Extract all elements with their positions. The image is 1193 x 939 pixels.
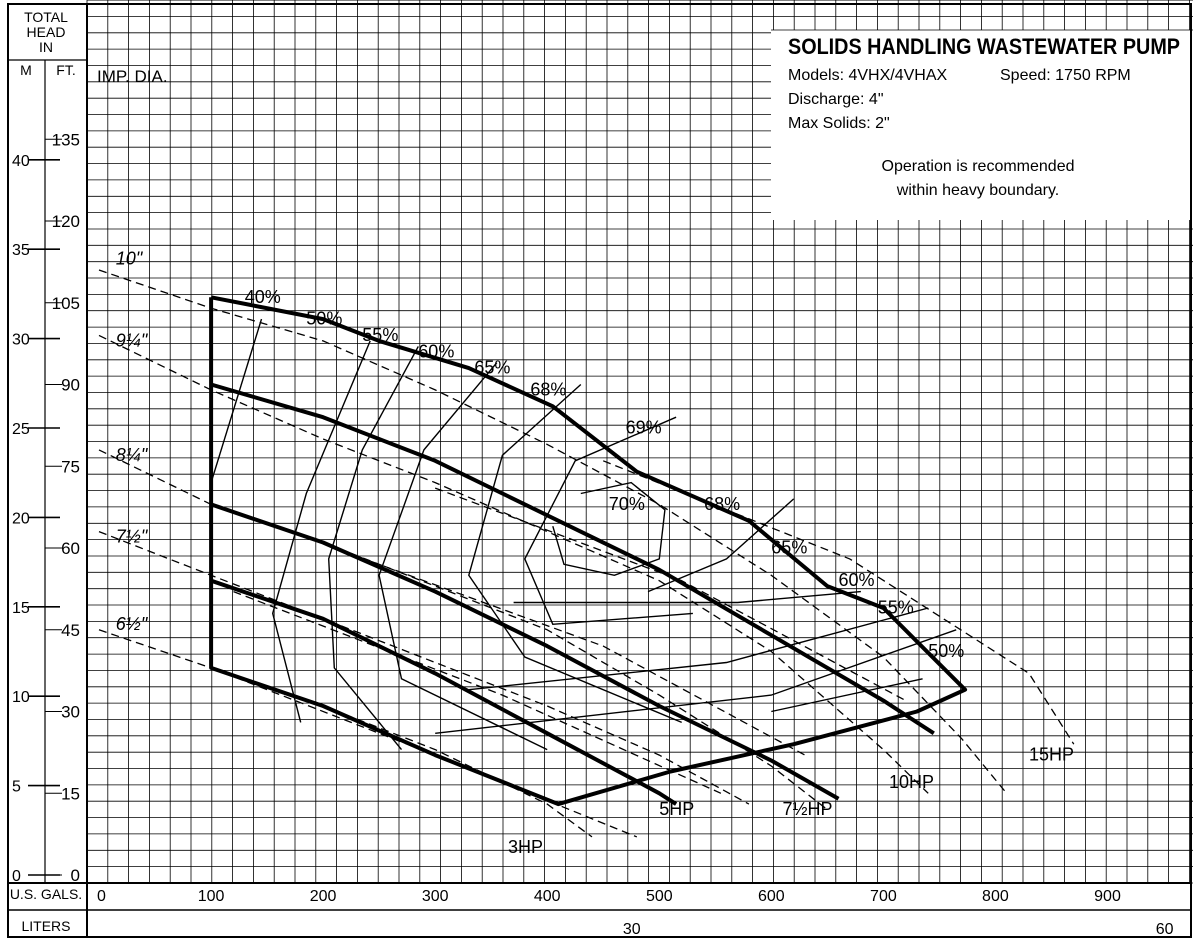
info-line-1: Discharge: 4" — [788, 91, 884, 108]
models-text: Models: 4VHX/4VHAX — [788, 67, 948, 84]
y-tick-ft: 90 — [61, 376, 80, 395]
efficiency-curve — [271, 340, 371, 723]
y-tick-ft: 60 — [61, 539, 80, 558]
note-line-2: within heavy boundary. — [896, 182, 1059, 199]
y-tick-m: 5 — [12, 779, 21, 796]
y-tick-ft: 105 — [52, 294, 80, 313]
grid — [86, 0, 1193, 884]
y-tick-ft: 45 — [61, 621, 80, 640]
y-tick-m: 10 — [12, 689, 30, 706]
x-tick-gal: 100 — [198, 888, 225, 905]
power-label: 7½HP — [783, 799, 833, 819]
impeller-label: 7½" — [116, 527, 149, 547]
efficiency-curve — [524, 416, 693, 626]
y-unit-m: M — [20, 62, 32, 78]
y-tick-m: 15 — [12, 600, 30, 617]
efficiency-curve — [468, 607, 929, 691]
info-line-2: Max Solids: 2" — [788, 115, 890, 132]
efficiency-label: 60% — [418, 341, 454, 361]
power-label: 15HP — [1029, 745, 1074, 765]
y-tick-ft: 15 — [61, 784, 80, 803]
efficiency-label: 55% — [878, 597, 914, 617]
efficiency-label: 40% — [245, 287, 281, 307]
bold-impeller-curve — [210, 578, 678, 806]
xlabel-liters: LITERS — [21, 918, 70, 934]
impeller-label: 9¼" — [116, 330, 149, 350]
efficiency-label: 68% — [704, 494, 740, 514]
y-tick-ft: 120 — [52, 212, 80, 231]
axis-frame — [7, 3, 1193, 938]
title-block: SOLIDS HANDLING WASTEWATER PUMP Models: … — [788, 34, 1180, 199]
ylabel-line-3: IN — [39, 39, 53, 55]
y-unit-ft: FT. — [56, 62, 75, 78]
efficiency-curve — [435, 629, 957, 734]
y-tick-ft: 0 — [71, 866, 80, 885]
efficiency-label: 70% — [609, 494, 645, 514]
efficiency-label: 55% — [362, 325, 398, 345]
x-tick-gal: 700 — [870, 888, 897, 905]
outer-border — [7, 3, 1192, 938]
efficiency-curve — [210, 318, 263, 483]
x-tick-liter: 60 — [1156, 921, 1174, 938]
efficiency-curve — [513, 590, 861, 604]
power-curve — [334, 547, 806, 756]
efficiency-label: 69% — [626, 418, 662, 438]
efficiency-curve — [771, 678, 923, 713]
speed-text: Speed: 1750 RPM — [1000, 67, 1131, 84]
note-line-1: Operation is recommended — [882, 158, 1075, 175]
operating-boundary — [209, 295, 968, 807]
x-tick-liter: 30 — [623, 921, 641, 938]
impeller-label: 10" — [116, 249, 144, 269]
efficiency-label: 50% — [928, 641, 964, 661]
efficiency-label: 65% — [771, 538, 807, 558]
x-tick-gal: 200 — [310, 888, 337, 905]
y-tick-m: 0 — [12, 868, 21, 885]
efficiency-curves — [210, 318, 957, 751]
power-curve — [233, 590, 722, 794]
impeller-curve — [98, 269, 1008, 794]
bold-boundaries — [209, 295, 968, 807]
impeller-label: 8¼" — [116, 445, 149, 465]
efficiency-curve — [552, 481, 666, 577]
y-tick-ft: 135 — [52, 130, 80, 149]
y-tick-m: 40 — [12, 153, 30, 170]
x-tick-gal: 0 — [97, 888, 106, 905]
ylabel-line-1: TOTAL — [24, 9, 68, 25]
chart-title: SOLIDS HANDLING WASTEWATER PUMP — [788, 34, 1180, 59]
x-tick-gal: 300 — [422, 888, 449, 905]
x-tick-gal: 400 — [534, 888, 561, 905]
impeller-diameter-header: IMP. DIA. — [97, 67, 168, 86]
power-label: 5HP — [659, 799, 694, 819]
y-tick-ft: 30 — [61, 703, 80, 722]
power-label: 3HP — [508, 837, 543, 857]
bold-impeller-curve — [210, 502, 840, 801]
efficiency-label: 65% — [474, 358, 510, 378]
impeller-curve — [98, 629, 593, 838]
efficiency-curve — [327, 346, 419, 751]
x-tick-gal: 800 — [982, 888, 1009, 905]
bold-impeller-curve — [210, 382, 935, 735]
efficiency-label: 68% — [530, 379, 566, 399]
curve-labels: 10"9¼"8¼"7½"6½"40%50%55%60%65%68%69%70% 6… — [116, 249, 1074, 858]
y-tick-m: 35 — [12, 242, 30, 259]
impeller-label: 6½" — [116, 614, 149, 634]
efficiency-label: 60% — [839, 570, 875, 590]
title-box-mask — [771, 30, 1193, 220]
power-label: 10HP — [889, 772, 934, 792]
xlabel-gallons: U.S. GALS. — [10, 886, 82, 902]
y-tick-m: 20 — [12, 510, 30, 527]
y-tick-m: 25 — [12, 421, 30, 438]
efficiency-curve — [378, 362, 548, 751]
y-tick-ft: 75 — [61, 457, 80, 476]
ylabel-line-2: HEAD — [27, 24, 66, 40]
x-tick-gal: 600 — [758, 888, 785, 905]
x-tick-gal: 500 — [646, 888, 673, 905]
y-axis-header: TOTAL HEAD IN M FT. IMP. DIA. U.S. GALS.… — [10, 9, 168, 934]
efficiency-label: 50% — [306, 309, 342, 329]
y-tick-m: 30 — [12, 332, 30, 349]
x-tick-gal: 900 — [1094, 888, 1121, 905]
